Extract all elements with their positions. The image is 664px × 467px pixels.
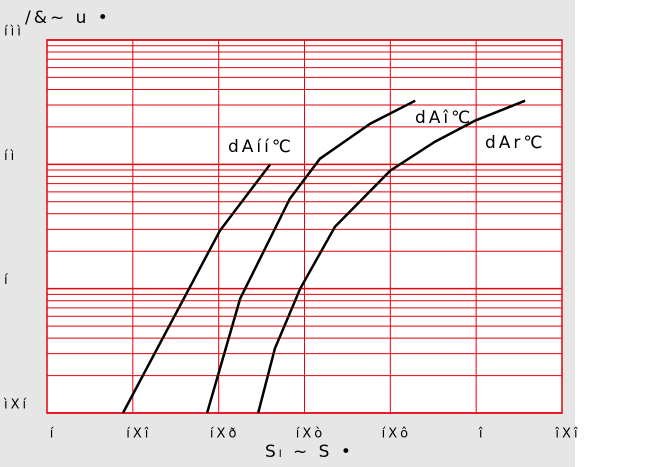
x-tick-label: îXî bbox=[554, 427, 580, 442]
y-tick-label: í bbox=[4, 273, 11, 288]
series-line bbox=[121, 163, 272, 414]
x-tick-label: í bbox=[50, 427, 57, 442]
series-line bbox=[205, 99, 416, 414]
x-tick-label: íXð bbox=[210, 427, 239, 442]
y-tick-label: íì bbox=[4, 149, 17, 164]
chart-title: /&~ u • bbox=[25, 8, 111, 28]
y-tick-label: ìXí bbox=[3, 398, 29, 413]
series-label: dAî℃ bbox=[415, 108, 473, 128]
plot-border bbox=[46, 39, 563, 414]
x-tick-label: î bbox=[478, 427, 486, 442]
x-tick-label: íXî bbox=[126, 427, 151, 442]
x-tick-label: íXô bbox=[382, 427, 411, 442]
series-line bbox=[256, 99, 526, 414]
x-tick-label: íXò bbox=[296, 427, 325, 442]
series-label: dAíí℃ bbox=[228, 137, 294, 157]
x-axis-label: Sₗ ~ S • bbox=[265, 442, 354, 462]
y-tick-label: íìì bbox=[4, 25, 24, 40]
series-label: dAr℃ bbox=[485, 133, 546, 153]
